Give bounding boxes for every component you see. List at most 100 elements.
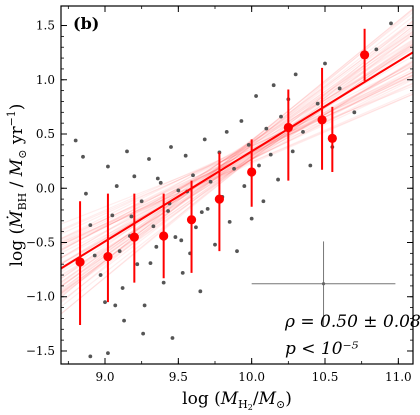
scatter-point [170,336,175,340]
x-tick-label: 11.0 [385,370,412,384]
bin-mean-marker [214,194,224,204]
y-tick-label: 1.5 [36,19,55,33]
fit-bootstrap-line [61,45,413,287]
fit-bootstrap-line [61,31,413,271]
scatter-point [279,114,283,119]
fit-bootstrap-line [61,60,413,277]
fit-bootstrap-line [61,25,413,315]
scatter-point [141,331,146,336]
scatter-point [139,199,144,204]
scatter-point [88,223,93,228]
fit-bootstrap-line [61,65,413,251]
scatter-point [155,176,160,181]
scatter-point [169,145,173,149]
scatter-point [84,191,88,196]
bin-mean-marker [129,232,139,242]
fit-bootstrap-line [61,71,413,244]
x-axis-title-log: log ( [182,389,221,409]
stat-rho: ρ = 0.50 ± 0.08 [284,312,420,332]
fit-bootstrap-line [61,23,413,285]
y-tick-label: −1.0 [26,290,55,304]
scatter-point [73,138,78,143]
y-tick-label: 0.0 [36,181,55,195]
scatter-point [166,209,170,213]
fit-bootstrap-line [61,93,413,246]
fit-bootstrap-line [61,33,413,308]
scatter-point [389,21,393,26]
scatter-point [276,177,280,182]
scatter-point [88,354,93,359]
fit-bootstrap-line [61,48,413,252]
scatter-point [337,86,342,91]
fit-bootstrap-line [61,12,413,292]
fit-bootstrap-line [61,30,413,283]
fit-bootstrap-line [61,40,413,288]
stat-p: p < 10⁻⁵ [285,339,359,359]
panel-label: (b) [73,14,99,33]
bin-mean-marker [360,50,370,60]
scatter-point [125,149,129,154]
fit-bootstrap-line [61,79,413,254]
fit-bootstrap-line [61,8,413,298]
y-axis-title: log (ṀBH / M⊙ yr−1) [5,104,29,267]
scatter-point [290,149,295,154]
bin-mean-marker [327,133,337,143]
scatter-point [176,188,181,193]
y-tick-label: −1.5 [26,344,55,358]
fit-bootstrap-line [61,43,413,283]
scatter-point [315,101,320,106]
x-axis-title: log (MH2/M⊙) [182,389,292,412]
scatter-point [235,249,239,254]
scatter-point [114,184,119,188]
fit-bootstrap-line [61,64,413,264]
fit-bootstrap-line [61,78,413,232]
scatter-point [199,210,204,215]
scatter-point [106,351,110,356]
fit-bootstrap-line [61,65,413,243]
plot-frame [60,5,414,365]
bin-mean-marker [75,257,85,267]
scatter-point [129,214,134,219]
scatter-point [198,289,203,294]
fit-bootstrap-line [61,74,413,231]
fit-bootstrap-line [61,16,413,293]
scatter-point [208,179,213,184]
bin-mean-marker [159,231,169,241]
scatter-point [268,152,273,157]
scatter-point [122,318,126,323]
scatter-point [202,137,207,142]
scatter-point [194,225,198,230]
scatter-point [271,83,276,88]
scatter-point [120,286,125,290]
scatter-point [135,262,140,267]
scatter-point [254,94,258,98]
scatter-point [106,164,110,169]
typical-error-center [321,282,326,286]
fit-bootstrap-line [61,91,413,245]
scatter-point [257,163,261,168]
fit-bootstrap-line [61,20,413,288]
scatter-point [179,238,184,243]
x-tick-label: 10.0 [238,370,265,384]
scatter-point [110,213,115,218]
bin-mean-marker [283,122,293,133]
scatter-point [191,173,195,178]
fit-bootstrap-line [61,75,413,241]
scatter-point [180,270,185,275]
y-tick-label: 1.0 [36,73,55,87]
scatter-point [301,129,305,134]
bin-mean-marker [247,167,257,177]
scatter-point [323,61,327,66]
fit-bootstrap-line [61,46,413,259]
fit-bootstrap-band [61,8,413,315]
fit-bootstrap-line [61,61,413,265]
fit-bootstrap-line [61,33,413,302]
scatter-point [213,242,217,247]
fit-bootstrap-line [61,76,413,259]
scatter-point [154,244,159,249]
x-tick-label: 9.5 [169,370,188,384]
binned-means [75,28,370,325]
scatter-point [183,153,188,158]
fit-bootstrap-line [61,26,413,287]
scatter-point [264,126,269,131]
